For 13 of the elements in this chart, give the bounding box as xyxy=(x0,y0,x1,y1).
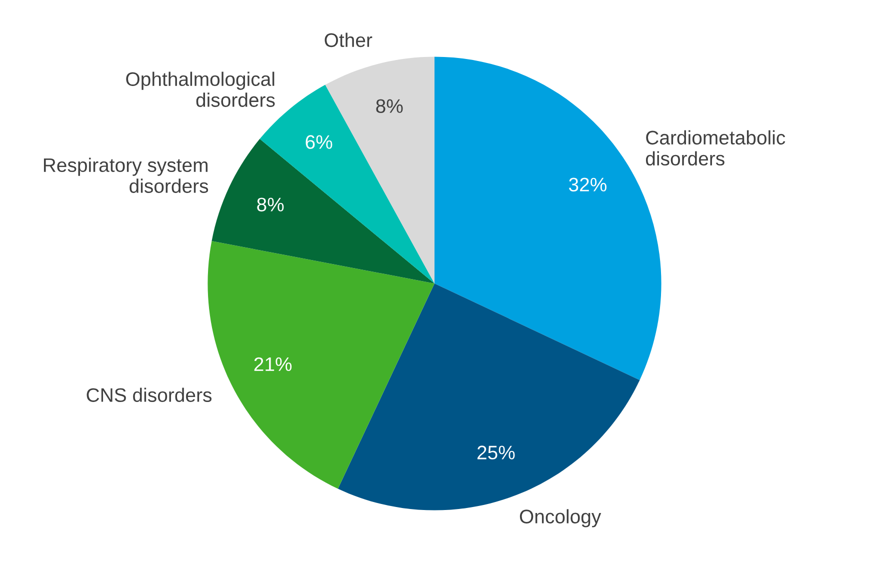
slice-label: Ophthalmological disorders xyxy=(126,72,275,107)
slice-label: Cardiometabolic disorders xyxy=(646,130,786,166)
data-label: 6% xyxy=(306,135,332,149)
data-label: 8% xyxy=(376,99,403,113)
slice-label: Oncology xyxy=(520,509,602,528)
data-label: 8% xyxy=(257,198,284,212)
data-label: 25% xyxy=(477,446,515,460)
pie-slice xyxy=(338,284,640,510)
data-label: 32% xyxy=(568,178,606,192)
slice-label: Other xyxy=(324,32,372,48)
slice-label: CNS disorders xyxy=(86,388,212,402)
slice-label: Respiratory system disorders xyxy=(44,158,208,193)
data-label: 21% xyxy=(254,357,292,372)
